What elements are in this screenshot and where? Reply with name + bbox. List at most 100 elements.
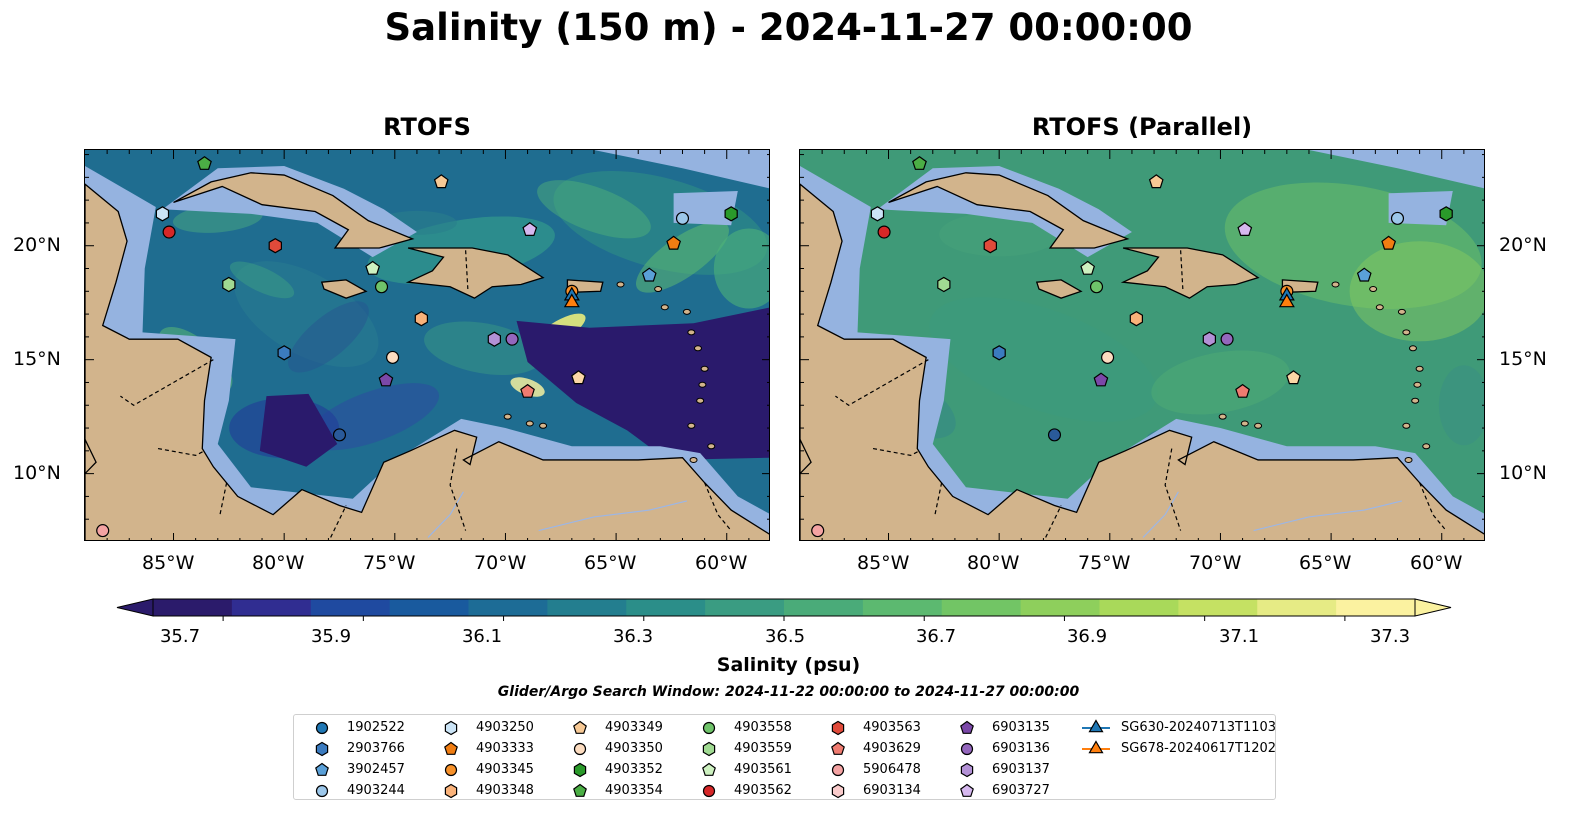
map-marker-SG678-20240617T1202 — [563, 293, 580, 308]
colorbar-segment-0 — [153, 599, 233, 616]
map-marker-extra-1 — [571, 370, 586, 385]
legend-item-4903558: 4903558 — [691, 717, 811, 738]
search-window-caption: Glider/Argo Search Window: 2024-11-22 00… — [497, 684, 1080, 700]
legend-marker-4903354 — [573, 783, 587, 797]
map-marker-4903629 — [1235, 383, 1250, 398]
lat-label-15n-left: 15°N — [13, 348, 61, 370]
legend-marker-4903563 — [831, 720, 845, 736]
map-marker-6903137 — [1202, 331, 1216, 347]
map-marker-4903352 — [1439, 206, 1453, 222]
map-rtofs-canvas — [85, 150, 769, 540]
map-marker-6903727 — [1237, 222, 1253, 237]
colorbar-tick-36.9: 36.9 — [1066, 626, 1108, 647]
legend-item-1902522: 1902522 — [304, 717, 424, 738]
map-marker-4903348 — [1129, 311, 1143, 327]
map-marker-5906478 — [811, 524, 825, 538]
legend-label: 6903136 — [992, 741, 1050, 756]
legend-label: 4903559 — [734, 741, 792, 756]
legend-label: 4903563 — [863, 720, 921, 735]
legend-label: 4903561 — [734, 762, 792, 777]
map-marker-4903350 — [1101, 350, 1115, 364]
map-marker-2903766 — [277, 345, 291, 361]
legend-marker-4903350 — [573, 742, 587, 756]
colorbar-segment-2 — [310, 599, 391, 616]
map-marker-extra-0 — [1047, 428, 1062, 442]
map-marker-4903563 — [983, 238, 997, 254]
legend-marker-4903629 — [831, 741, 845, 755]
legend-marker-2903766 — [315, 741, 329, 757]
map-marker-4903244 — [1390, 211, 1405, 225]
colorbar-segment-13 — [1178, 599, 1258, 616]
colorbar-segment-3 — [389, 599, 469, 616]
map-marker-4903349 — [1148, 174, 1164, 189]
legend-item-4903563: 4903563 — [820, 717, 940, 738]
legend-marker-6903135 — [960, 720, 974, 734]
legend-item-4903561: 4903561 — [691, 759, 811, 780]
legend-marker-4903561 — [702, 762, 716, 776]
legend-label: 4903333 — [476, 741, 534, 756]
map-marker-4903350 — [386, 350, 400, 364]
legend-marker-5906478 — [831, 763, 845, 777]
legend-marker-6903134 — [831, 783, 845, 799]
colorbar — [116, 598, 1452, 621]
legend-marker-3902457 — [315, 762, 329, 776]
map-marker-4903333 — [1381, 235, 1397, 250]
map-marker-6903136 — [1220, 332, 1234, 346]
colorbar-tick-36.1: 36.1 — [461, 626, 503, 647]
lon-label-65w-right: 65°W — [1299, 552, 1352, 574]
map-marker-4903349 — [433, 174, 449, 189]
colorbar-segment-12 — [1099, 599, 1179, 616]
legend: 1902522 2903766 3902457 4903244 4903250 49033… — [293, 714, 1276, 800]
legend-item-6903134: 6903134 — [820, 780, 940, 801]
legend-marker-6903727 — [960, 783, 974, 797]
map-marker-SG678-20240617T1202 — [1278, 293, 1295, 308]
legend-label: 4903345 — [476, 762, 534, 777]
colorbar-segment-14 — [1257, 599, 1337, 616]
legend-item-4903348: 4903348 — [433, 780, 553, 801]
map-marker-4903558 — [1089, 280, 1104, 294]
legend-label: 6903135 — [992, 720, 1050, 735]
legend-label: 4903250 — [476, 720, 534, 735]
legend-marker-4903333 — [444, 741, 458, 755]
legend-label: 4903562 — [734, 783, 792, 798]
map-marker-6903135 — [378, 372, 394, 387]
map-rtofs-parallel — [799, 149, 1485, 541]
lon-label-60w-left: 60°W — [695, 552, 748, 574]
legend-item-2903766: 2903766 — [304, 738, 424, 759]
lat-label-15n-right: 15°N — [1499, 348, 1547, 370]
legend-item-4903350: 4903350 — [562, 738, 682, 759]
legend-marker-4903250 — [444, 720, 458, 736]
lon-label-80w-right: 80°W — [967, 552, 1020, 574]
figure-title: Salinity (150 m) - 2024-11-27 00:00:00 — [384, 6, 1193, 49]
map-marker-4903558 — [374, 280, 389, 294]
colorbar-segment-1 — [231, 599, 312, 616]
legend-label: 4903348 — [476, 783, 534, 798]
legend-marker-6903136 — [960, 742, 974, 756]
legend-marker-4903348 — [444, 783, 458, 799]
legend-label: 6903134 — [863, 783, 921, 798]
colorbar-segment-5 — [547, 599, 627, 616]
map-marker-6903727 — [522, 222, 538, 237]
lon-label-85w-left: 85°W — [142, 552, 195, 574]
lat-label-10n-right: 10°N — [1499, 462, 1547, 484]
lon-label-70w-left: 70°W — [474, 552, 527, 574]
map-marker-4903250 — [870, 206, 885, 222]
map-marker-4903562 — [877, 225, 891, 239]
map-marker-4903250 — [155, 206, 170, 222]
colorbar-segment-11 — [1020, 599, 1100, 616]
legend-item-4903629: 4903629 — [820, 738, 940, 759]
lat-label-20n-left: 20°N — [13, 234, 61, 256]
map-marker-4903354 — [912, 155, 927, 170]
map-rtofs — [84, 149, 770, 541]
colorbar-tick-37.3: 37.3 — [1369, 626, 1411, 647]
panel-title-parallel: RTOFS (Parallel) — [1031, 113, 1253, 141]
colorbar-segment-15 — [1336, 599, 1416, 616]
legend-marker-1902522 — [315, 721, 329, 735]
legend-item-4903345: 4903345 — [433, 759, 553, 780]
legend-marker-4903559 — [702, 741, 716, 757]
colorbar-tick-36.3: 36.3 — [612, 626, 654, 647]
lon-label-60w-right: 60°W — [1410, 552, 1463, 574]
legend-item-6903136: 6903136 — [949, 738, 1069, 759]
legend-marker-4903345 — [444, 763, 458, 777]
map-parallel-canvas — [800, 150, 1484, 540]
